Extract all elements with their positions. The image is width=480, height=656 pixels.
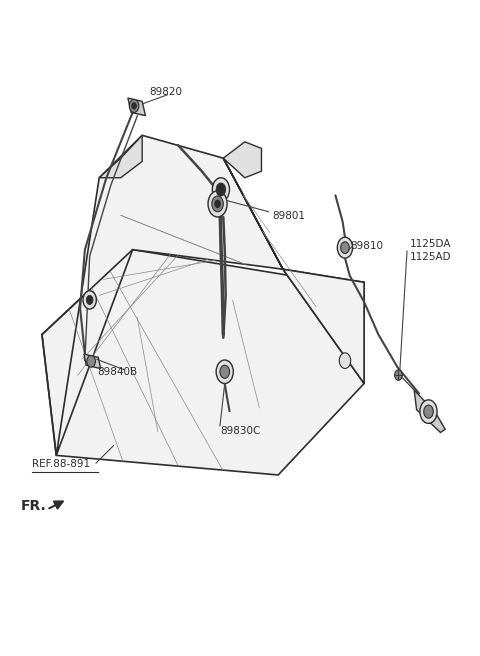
Circle shape [208, 191, 227, 217]
Polygon shape [128, 98, 145, 115]
Circle shape [132, 102, 136, 109]
Circle shape [216, 360, 233, 384]
Text: 89830C: 89830C [220, 426, 260, 436]
Circle shape [87, 356, 96, 367]
Text: 1125DA: 1125DA [409, 239, 451, 249]
Polygon shape [99, 135, 142, 178]
Circle shape [215, 200, 220, 208]
Circle shape [220, 365, 229, 379]
Circle shape [424, 405, 433, 418]
Polygon shape [56, 135, 364, 455]
Circle shape [339, 353, 351, 369]
Circle shape [86, 295, 93, 304]
Text: 89810: 89810 [350, 241, 383, 251]
Text: 89840B: 89840B [97, 367, 137, 377]
Text: 1125AD: 1125AD [409, 253, 451, 262]
Polygon shape [42, 250, 364, 475]
Circle shape [129, 99, 139, 112]
Circle shape [212, 178, 229, 201]
Polygon shape [84, 354, 101, 369]
Polygon shape [414, 390, 445, 432]
Circle shape [395, 370, 402, 380]
Text: REF.88-891: REF.88-891 [33, 459, 91, 469]
Polygon shape [223, 142, 262, 178]
Circle shape [341, 242, 349, 253]
Circle shape [216, 183, 226, 196]
Text: 89801: 89801 [273, 211, 305, 220]
Text: FR.: FR. [21, 499, 46, 513]
Circle shape [83, 291, 96, 309]
Circle shape [337, 237, 353, 258]
Circle shape [420, 400, 437, 423]
Text: 89820: 89820 [149, 87, 182, 96]
Circle shape [212, 196, 223, 212]
Polygon shape [223, 158, 364, 384]
